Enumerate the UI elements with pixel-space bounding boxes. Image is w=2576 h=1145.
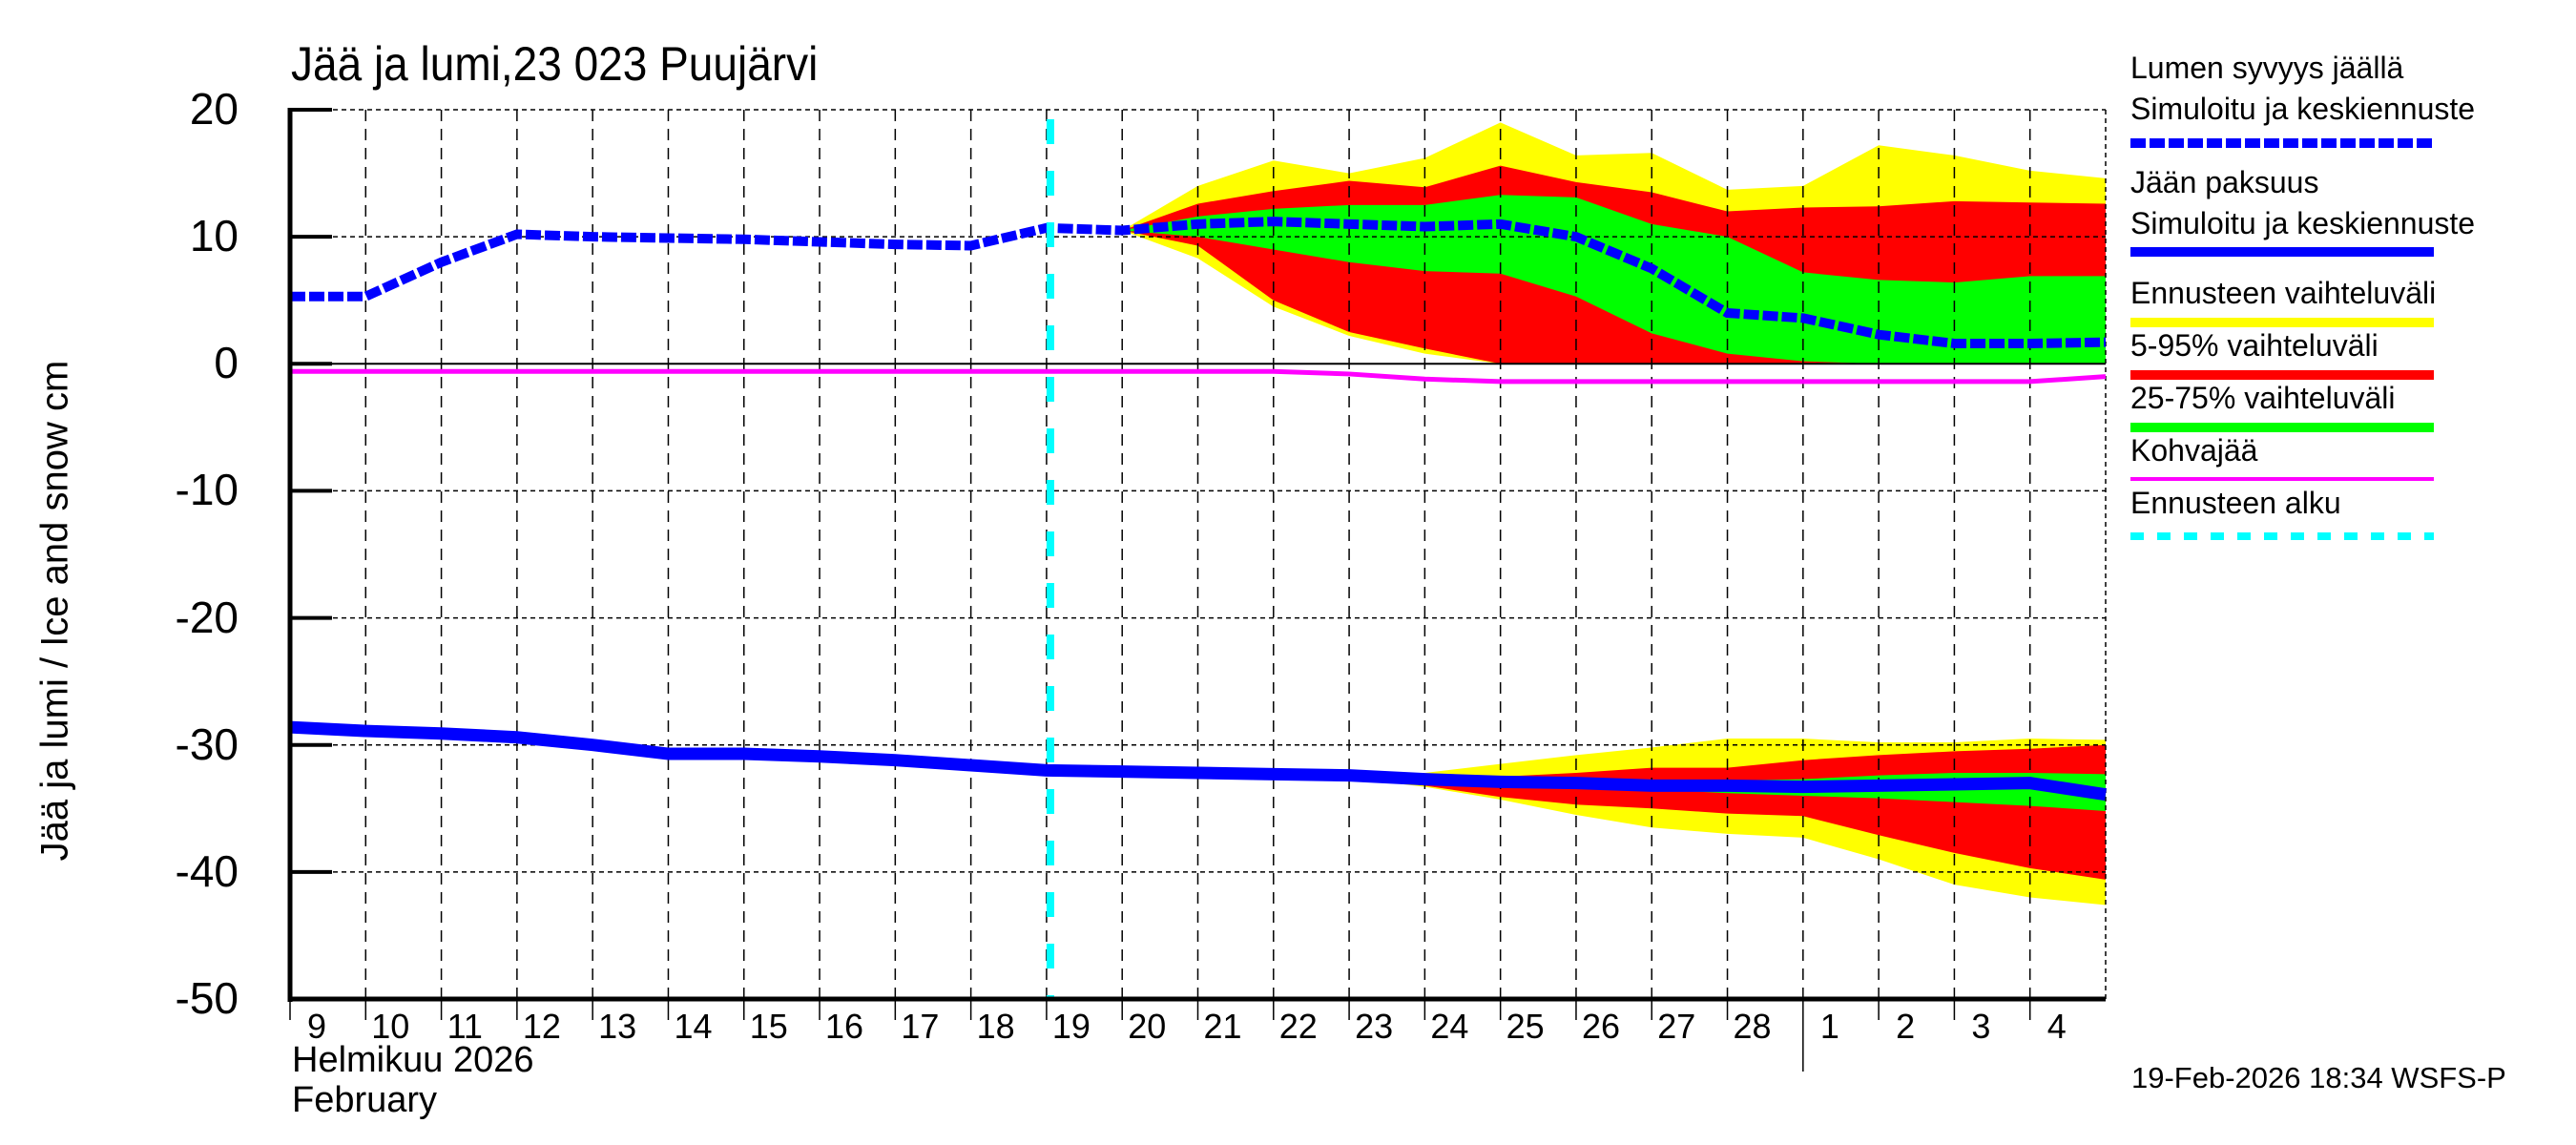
x-tick-label: 25 (1506, 1007, 1545, 1046)
legend-swatch-green (2130, 423, 2434, 432)
legend-swatch-yellow (2130, 318, 2434, 327)
y-tick-label: -40 (175, 845, 239, 896)
y-tick-label: 0 (214, 338, 239, 388)
x-axis-month-en: February (292, 1080, 438, 1120)
legend-swatch-blue-dashed (2130, 135, 2434, 148)
legend-item-forecast-range: Ennusteen vaihteluväli (2130, 273, 2569, 327)
x-tick-label: 13 (598, 1007, 637, 1046)
chart-title: Jää ja lumi,23 023 Puujärvi (291, 37, 819, 91)
legend-item-forecast-start: Ennusteen alku (2130, 483, 2569, 540)
x-tick-label: 27 (1657, 1007, 1696, 1046)
x-tick-label: 19 (1051, 1007, 1091, 1046)
x-tick-label: 23 (1355, 1007, 1394, 1046)
x-tick-label: 15 (749, 1007, 788, 1046)
legend-label: Kohvajää (2130, 433, 2258, 468)
legend-swatch-blue-solid (2130, 247, 2434, 257)
y-tick-label: -30 (175, 718, 239, 769)
legend-label: Simuloitu ja keskiennuste (2130, 92, 2476, 126)
legend-swatch-cyan-dashed (2130, 529, 2434, 540)
ice-thickness-line (289, 720, 2107, 802)
legend-label: 25-75% vaihteluväli (2130, 381, 2396, 415)
footer-timestamp: 19-Feb-2026 18:34 WSFS-P (2131, 1061, 2506, 1094)
x-tick-label: 26 (1581, 1007, 1620, 1046)
axes (287, 108, 2106, 1072)
legend-item-5-95: 5-95% vaihteluväli (2130, 325, 2569, 380)
x-tick-label: 9 (307, 1007, 327, 1046)
legend-label: Simuloitu ja keskiennuste (2130, 206, 2476, 240)
legend-item-slush-ice: Kohvajää (2130, 430, 2569, 481)
x-tick-label: 14 (674, 1007, 713, 1046)
legend-label: Lumen syvyys jäällä (2130, 51, 2404, 85)
y-tick-label: -50 (175, 973, 239, 1023)
snow-depth-line (290, 217, 2107, 348)
x-tick-label: 20 (1128, 1007, 1167, 1046)
x-tick-label: 12 (522, 1007, 561, 1046)
x-tick-label: 28 (1733, 1007, 1772, 1046)
legend-label: Jään paksuus (2130, 165, 2319, 199)
legend-item-25-75: 25-75% vaihteluväli (2130, 378, 2569, 432)
x-tick-label: 24 (1430, 1007, 1469, 1046)
legend-swatch-magenta (2130, 477, 2434, 481)
legend-label: Ennusteen alku (2130, 486, 2341, 520)
legend-label: 5-95% vaihteluväli (2130, 328, 2379, 363)
x-tick-label: 17 (901, 1007, 940, 1046)
x-axis-month-fi: Helmikuu 2026 (292, 1040, 534, 1080)
y-tick-label: -20 (175, 592, 239, 642)
y-tick-label: 10 (189, 211, 239, 261)
x-tick-label: 11 (447, 1007, 483, 1046)
x-tick-label: 18 (976, 1007, 1015, 1046)
slush-ice-line (290, 368, 2107, 385)
x-tick-label: 21 (1203, 1007, 1242, 1046)
x-tick-label: 3 (1971, 1007, 1991, 1046)
legend-swatch-red (2130, 370, 2434, 380)
legend-label: Ennusteen vaihteluväli (2130, 276, 2437, 310)
series-lines (289, 119, 2107, 999)
x-tick-label: 1 (1819, 1007, 1839, 1046)
y-tick-label: 20 (189, 84, 239, 134)
x-tick-label: 16 (825, 1007, 864, 1046)
legend-item-ice-thickness: Jään paksuus Simuloitu ja keskiennuste (2130, 162, 2569, 257)
y-axis-label: Jää ja lumi / Ice and snow cm (33, 360, 76, 862)
x-tick-label: 4 (2046, 1007, 2067, 1046)
legend-item-snow-depth: Lumen syvyys jäällä Simuloitu ja keskien… (2130, 48, 2569, 148)
x-tick-label: 2 (1896, 1007, 1916, 1046)
y-tick-label: -10 (175, 465, 239, 515)
x-tick-label: 22 (1278, 1007, 1318, 1046)
x-tick-label: 10 (371, 1007, 410, 1046)
